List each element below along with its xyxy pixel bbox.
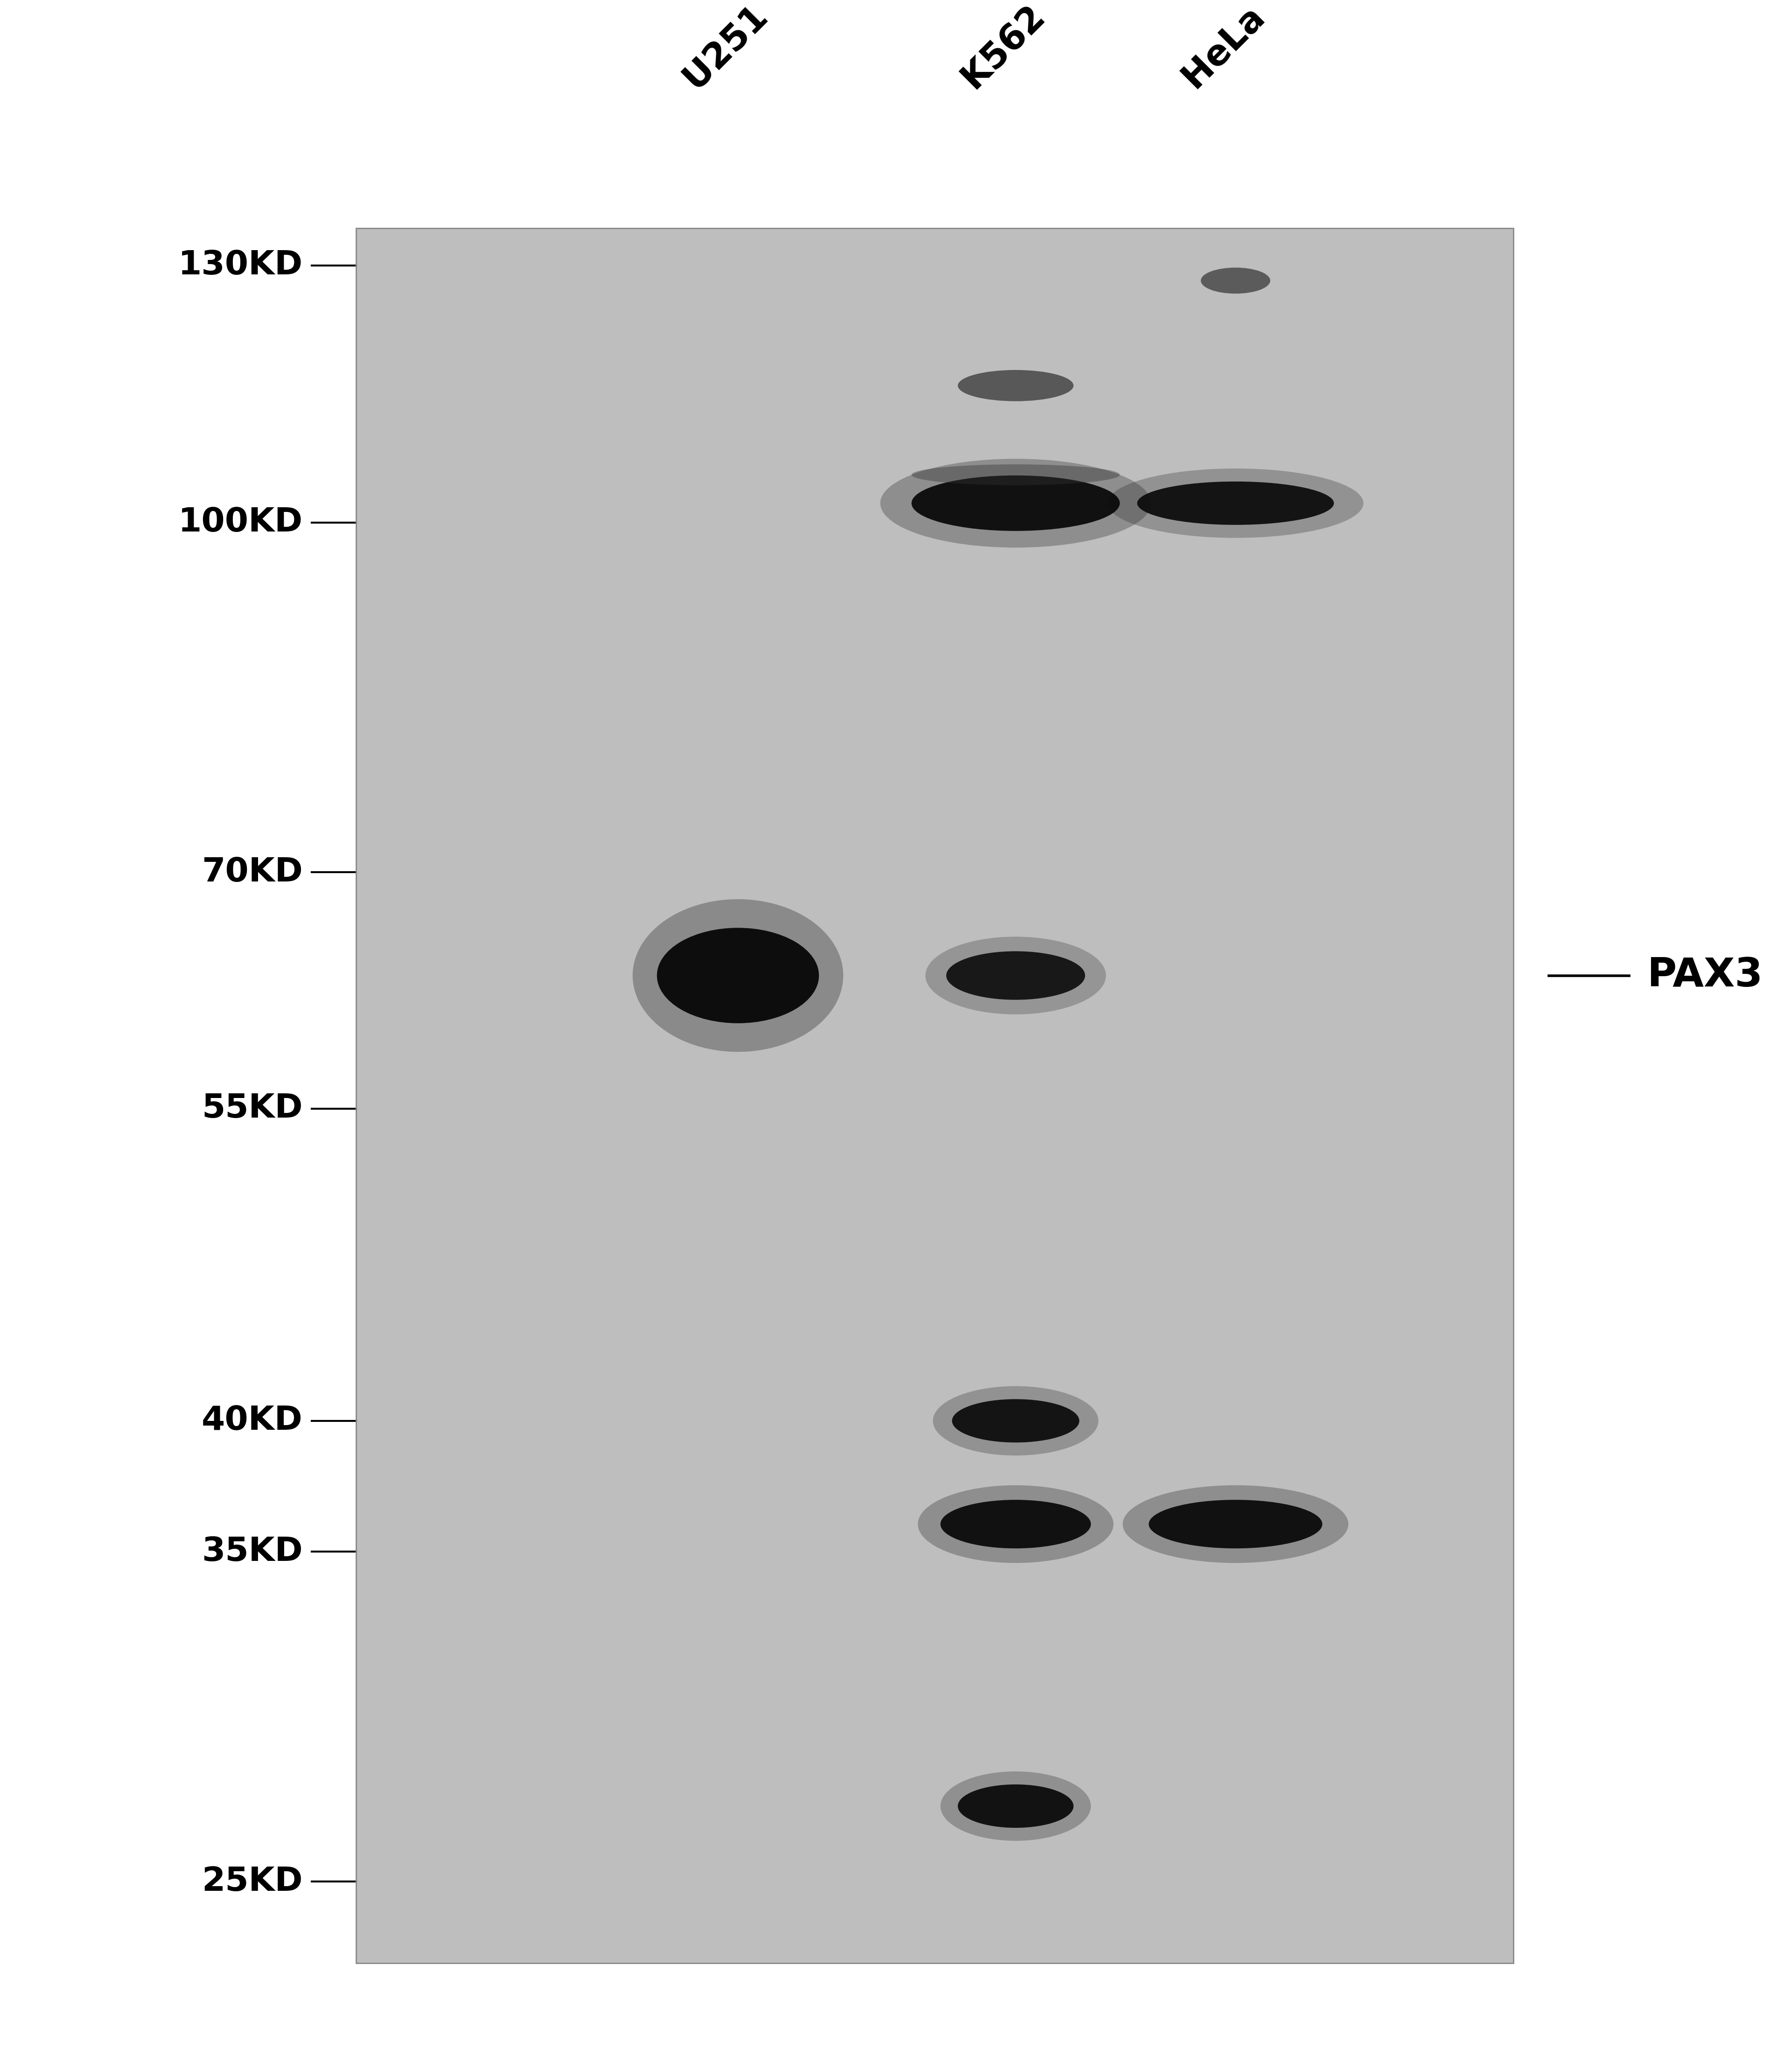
Ellipse shape <box>934 1386 1098 1456</box>
Text: K562: K562 <box>955 0 1052 95</box>
FancyBboxPatch shape <box>357 229 1512 1964</box>
Ellipse shape <box>1138 481 1333 524</box>
Ellipse shape <box>952 1399 1079 1442</box>
Ellipse shape <box>912 464 1120 485</box>
Text: 130KD: 130KD <box>177 250 303 281</box>
Ellipse shape <box>1124 1485 1348 1564</box>
Ellipse shape <box>658 928 819 1023</box>
Text: 70KD: 70KD <box>201 856 303 889</box>
Ellipse shape <box>957 369 1073 400</box>
Ellipse shape <box>941 1772 1091 1840</box>
Text: U251: U251 <box>677 0 774 95</box>
Text: 40KD: 40KD <box>201 1405 303 1438</box>
Ellipse shape <box>1149 1500 1322 1549</box>
Ellipse shape <box>633 899 844 1052</box>
Ellipse shape <box>880 458 1150 547</box>
Ellipse shape <box>1201 268 1271 293</box>
Text: PAX3: PAX3 <box>1647 955 1763 994</box>
Ellipse shape <box>946 951 1086 1001</box>
Ellipse shape <box>925 937 1106 1015</box>
Ellipse shape <box>912 474 1120 530</box>
Ellipse shape <box>918 1485 1113 1564</box>
Text: 100KD: 100KD <box>177 507 303 538</box>
Ellipse shape <box>1107 468 1364 538</box>
Ellipse shape <box>957 1784 1073 1828</box>
Text: 35KD: 35KD <box>201 1535 303 1568</box>
Ellipse shape <box>941 1500 1091 1549</box>
Text: 55KD: 55KD <box>202 1093 303 1124</box>
Text: HeLa: HeLa <box>1176 0 1271 95</box>
Ellipse shape <box>690 947 787 1005</box>
Text: 25KD: 25KD <box>202 1865 303 1898</box>
Bar <box>357 229 1512 1964</box>
